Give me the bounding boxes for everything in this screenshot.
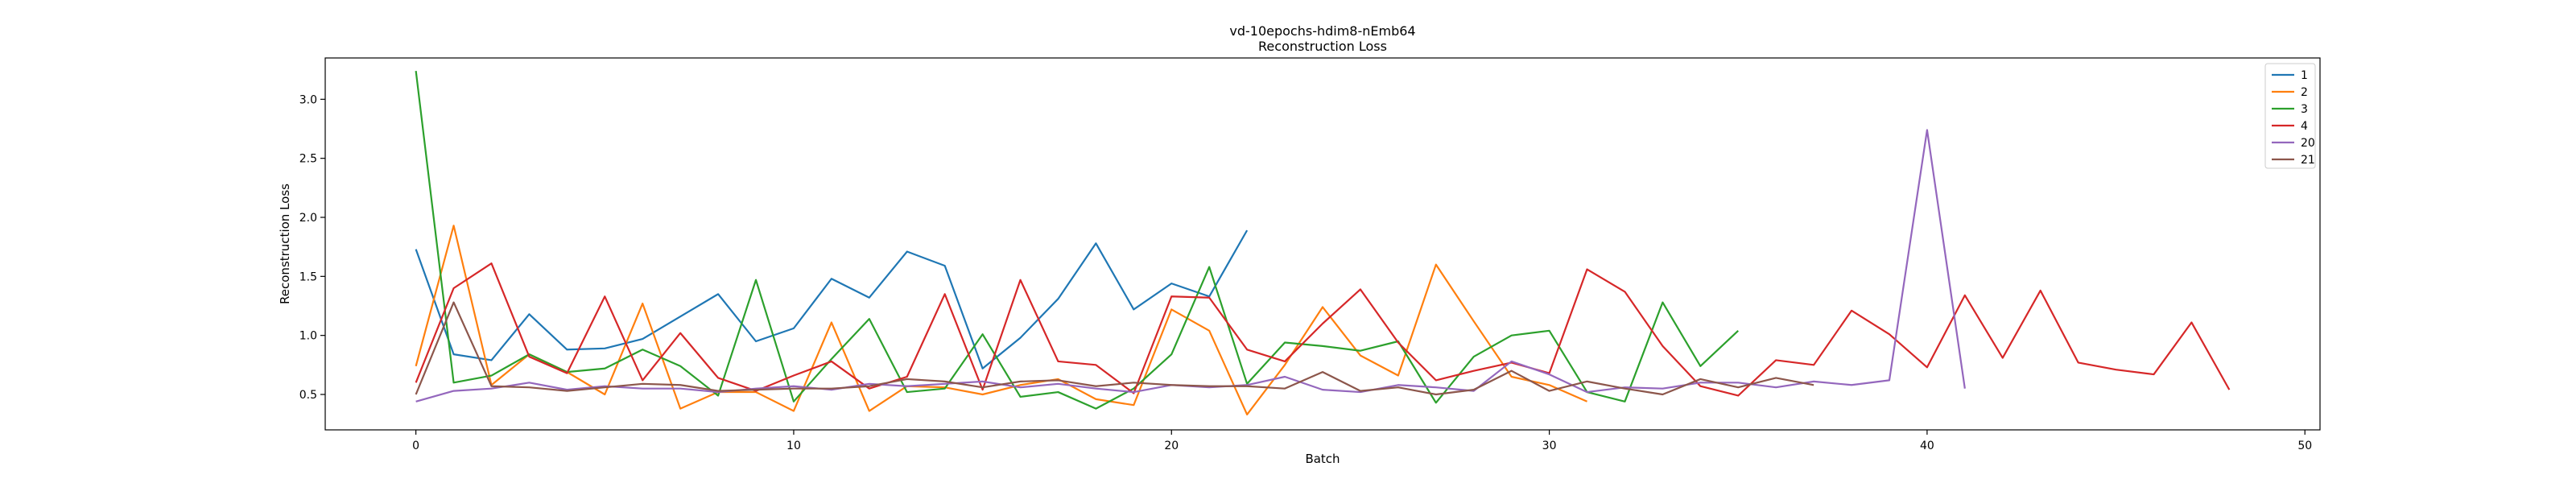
series-line-1 — [415, 229, 1249, 369]
legend-label-20: 20 — [2301, 137, 2315, 150]
x-tick-label: 0 — [412, 440, 419, 452]
legend-label-4: 4 — [2301, 120, 2308, 133]
x-tick-label: 50 — [2297, 440, 2312, 452]
legend-label-2: 2 — [2301, 86, 2308, 99]
chart-title: vd-10epochs-hdim8-nEmb64 — [1229, 23, 1415, 39]
y-tick-label: 2.5 — [299, 153, 317, 166]
y-tick-label: 3.0 — [299, 93, 317, 106]
legend-label-1: 1 — [2301, 69, 2308, 82]
x-tick-label: 20 — [1164, 440, 1179, 452]
x-axis-label: Batch — [1305, 452, 1340, 466]
series-line-3 — [415, 70, 1740, 410]
plot-frame — [324, 57, 2321, 431]
x-tick-label: 30 — [1542, 440, 1557, 452]
legend-label-3: 3 — [2301, 103, 2308, 116]
series-line-4 — [415, 262, 2231, 397]
y-axis-label: Reconstruction Loss — [278, 184, 292, 304]
y-tick-label: 1.0 — [299, 330, 317, 343]
chart-subtitle: Reconstruction Loss — [1258, 39, 1387, 54]
series-line-2 — [415, 225, 1587, 416]
y-tick-label: 0.5 — [299, 389, 317, 402]
y-axis: 0.5 1.0 1.5 2.0 2.5 3.0 — [299, 93, 325, 402]
y-tick-label: 2.0 — [299, 212, 317, 225]
x-tick-label: 10 — [786, 440, 801, 452]
series-layer — [415, 70, 2231, 416]
series-line-21 — [415, 301, 1814, 396]
x-tick-label: 40 — [1920, 440, 1934, 452]
legend: 1 2 3 4 20 21 — [2264, 63, 2316, 169]
y-tick-label: 1.5 — [299, 270, 317, 283]
legend-label-21: 21 — [2301, 154, 2315, 167]
x-axis: 0 10 20 30 40 50 — [412, 430, 2312, 452]
